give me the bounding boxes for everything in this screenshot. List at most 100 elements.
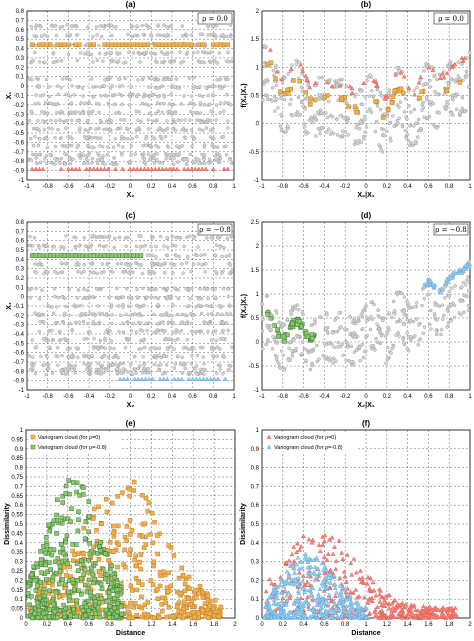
data-point-grey	[221, 33, 225, 37]
data-point-grey	[335, 133, 340, 137]
data-point-series-b	[107, 615, 112, 620]
data-point-grey	[183, 136, 188, 140]
data-point-grey	[279, 128, 284, 133]
data-point-grey	[214, 243, 219, 248]
data-point-series-a	[317, 548, 323, 554]
data-point-series-a	[286, 558, 292, 563]
data-point-grey	[64, 76, 69, 81]
legend-marker-b	[30, 444, 36, 450]
x-tick-label: 0.6	[424, 184, 433, 190]
data-point-grey	[99, 94, 103, 98]
data-point-series-b	[63, 491, 69, 496]
data-point-series-b	[301, 600, 307, 605]
data-point-grey	[345, 327, 349, 332]
data-point-grey	[53, 136, 57, 140]
data-point-series-a	[343, 579, 349, 584]
data-point-grey	[187, 287, 192, 291]
data-point-series-b	[332, 585, 338, 590]
data-point-triangle	[279, 76, 285, 82]
data-point-grey	[83, 311, 88, 316]
data-point-grey	[144, 102, 148, 106]
data-point-series-b	[293, 579, 298, 585]
data-point-series-b	[38, 580, 43, 585]
data-point-grey	[306, 83, 310, 88]
data-point-grey	[115, 127, 120, 131]
data-point-series-b	[273, 601, 279, 607]
x-tick-label: -0.6	[63, 394, 74, 400]
data-point-grey	[379, 93, 384, 98]
x-tick-label: 0.2	[279, 622, 288, 628]
data-point-grey	[402, 312, 407, 317]
data-point-grey	[126, 136, 130, 141]
data-point-grey	[385, 345, 390, 350]
data-point-grey	[161, 286, 166, 291]
data-point-grey	[83, 101, 87, 105]
y-tick-label: 1	[256, 428, 260, 434]
data-point-grey	[50, 328, 54, 333]
data-point-grey	[39, 34, 44, 38]
data-point-grey	[79, 271, 84, 275]
data-point-grey	[111, 355, 115, 360]
data-point-series-b	[355, 601, 361, 606]
data-point-series-a	[325, 551, 331, 556]
data-point-grey	[47, 304, 51, 309]
data-point-triangle	[174, 166, 180, 171]
data-point-grey	[121, 295, 125, 299]
data-point-series-a	[332, 544, 337, 549]
data-point-series-b	[75, 578, 80, 583]
data-point-grey	[157, 126, 162, 130]
data-point-grey	[200, 60, 204, 64]
data-point-grey	[175, 144, 179, 148]
data-point-series-b	[98, 540, 104, 545]
data-point-grey	[129, 153, 133, 157]
data-point-series-b	[348, 604, 354, 609]
data-point-triangle	[215, 376, 221, 381]
data-point-series-b	[320, 583, 326, 588]
data-point-grey	[169, 23, 173, 28]
data-point-grey	[344, 358, 348, 363]
data-point-grey	[146, 127, 151, 131]
data-point-triangle	[91, 166, 97, 171]
data-point-series-a	[120, 490, 125, 495]
data-point-grey	[52, 245, 57, 249]
data-point-triangle	[192, 166, 198, 171]
data-point-grey	[67, 157, 72, 161]
data-point-square	[305, 334, 311, 339]
data-point-grey	[328, 132, 333, 136]
data-point-series-b	[284, 597, 290, 603]
data-point-grey	[187, 76, 192, 80]
data-point-grey	[106, 366, 111, 370]
data-point-grey	[354, 126, 359, 130]
data-point-series-b	[86, 608, 92, 614]
data-point-grey	[159, 50, 164, 54]
data-point-series-b	[93, 611, 98, 616]
data-point-grey	[134, 109, 139, 114]
y-tick-label: -0.5	[249, 150, 260, 156]
data-point-grey	[86, 153, 90, 158]
data-point-grey	[310, 363, 314, 368]
data-point-grey	[161, 77, 166, 82]
data-point-grey	[156, 77, 161, 82]
data-point-series-a	[171, 553, 177, 558]
data-point-grey	[189, 33, 194, 37]
data-point-grey	[143, 160, 147, 165]
data-point-grey	[385, 129, 389, 134]
data-point-grey	[99, 234, 103, 239]
data-point-series-a	[412, 615, 418, 620]
data-point-grey	[361, 308, 365, 313]
data-point-grey	[121, 303, 125, 307]
data-point-series-a	[125, 610, 131, 615]
data-point-grey	[209, 32, 214, 37]
data-point-grey	[140, 271, 145, 276]
x-tick-label: 0.4	[64, 622, 73, 628]
data-point-grey	[100, 312, 105, 316]
y-tick-label: -0.2	[14, 313, 25, 319]
data-point-series-a	[111, 530, 116, 536]
y-tick-label: 0.5	[16, 37, 25, 43]
data-point-grey	[198, 111, 203, 115]
y-tick-label: 0.1	[251, 597, 260, 603]
data-point-grey	[316, 126, 321, 131]
y-tick-label: -0.7	[14, 150, 25, 156]
data-point-grey	[319, 108, 323, 112]
data-point-series-b	[109, 563, 115, 569]
